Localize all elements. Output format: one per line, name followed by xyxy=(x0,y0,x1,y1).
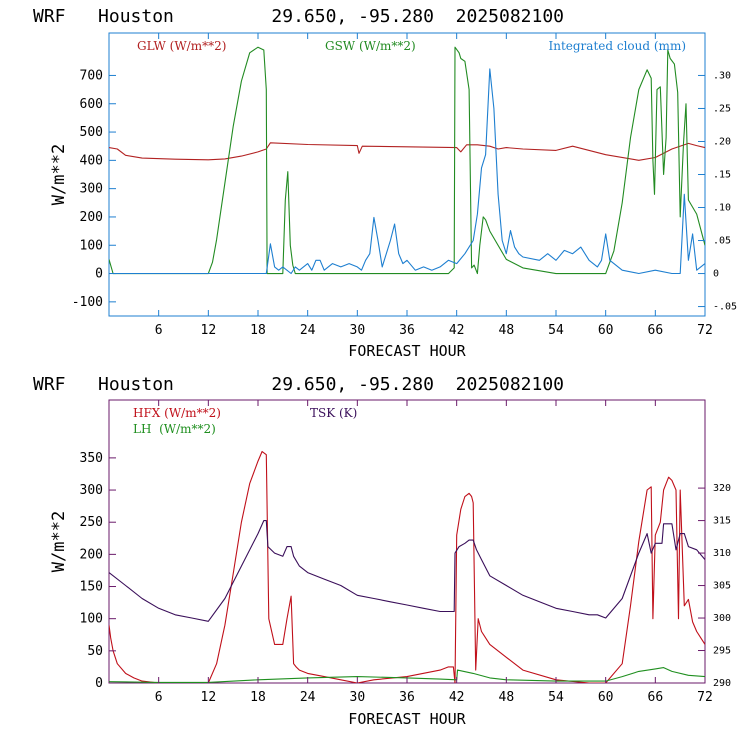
x-tick-label: 66 xyxy=(648,323,664,338)
x-tick-label: 6 xyxy=(155,690,163,705)
legend-entry-3: TSK (K) xyxy=(310,406,357,420)
x-tick-label: 30 xyxy=(350,323,366,338)
series-line-3 xyxy=(109,68,705,275)
x-tick-label: 36 xyxy=(399,323,415,338)
y2-tick-label: 295 xyxy=(713,646,731,657)
y-tick-label: 500 xyxy=(80,125,103,140)
x-tick-label: 12 xyxy=(201,690,217,705)
legend-entry-3: Integrated cloud (mm) xyxy=(548,39,686,53)
y2-tick-label: 315 xyxy=(713,516,731,527)
y2-tick-label: .15 xyxy=(713,170,731,181)
chart-title: WRF Houston 29.650, -95.280 2025082100 xyxy=(33,6,564,27)
y-tick-label: 700 xyxy=(80,68,103,83)
y2-tick-label: .25 xyxy=(713,103,731,114)
chart-panel-2: WRF Houston 29.650, -95.280 2025082100 6 1… xyxy=(33,374,731,728)
x-tick-label: 60 xyxy=(598,690,614,705)
x-tick-label: 54 xyxy=(548,690,564,705)
series-line-2 xyxy=(109,667,705,683)
x-tick-label: 12 xyxy=(201,323,217,338)
y2-tick-label: .30 xyxy=(713,70,731,81)
x-tick-label: 72 xyxy=(697,690,713,705)
x-tick-label: 60 xyxy=(598,323,614,338)
series-line-1 xyxy=(109,450,705,683)
chart-panel-1: WRF Houston 29.650, -95.280 2025082100 6 1… xyxy=(33,6,737,360)
series-group xyxy=(109,46,705,275)
series-line-1 xyxy=(109,142,705,161)
y-axis-label: W/m**2 xyxy=(49,144,69,205)
y2-tick-label: .05 xyxy=(713,236,731,247)
y-tick-label: 150 xyxy=(80,580,103,595)
y2-tick-label: .20 xyxy=(713,136,731,147)
x-tick-label: 18 xyxy=(250,690,266,705)
y2-tick-label: .10 xyxy=(713,203,731,214)
legend-entry-2: LH (W/m**2) xyxy=(133,422,216,436)
x-axis-label: FORECAST HOUR xyxy=(348,342,466,360)
series-line-2 xyxy=(109,46,705,275)
legend-entry-1: HFX (W/m**2) xyxy=(133,406,221,420)
y2-tick-label: 290 xyxy=(713,678,731,689)
y-tick-label: 300 xyxy=(80,483,103,498)
y2-tick-label: 0 xyxy=(713,269,719,280)
legend-entry-2: GSW (W/m**2) xyxy=(325,39,416,53)
y2-tick-label: 320 xyxy=(713,483,731,494)
x-tick-label: 48 xyxy=(499,690,515,705)
plot-area xyxy=(108,399,706,684)
legend-entry-1: GLW (W/m**2) xyxy=(137,39,226,53)
y2-tick-label: -.05 xyxy=(713,302,737,313)
x-tick-label: 48 xyxy=(499,323,515,338)
y-tick-label: 0 xyxy=(95,676,103,691)
series-line-3 xyxy=(109,520,705,622)
y-tick-label: -100 xyxy=(72,295,103,310)
x-axis-label: FORECAST HOUR xyxy=(348,710,466,728)
x-tick-label: 42 xyxy=(449,690,465,705)
y-tick-label: 600 xyxy=(80,97,103,112)
y-tick-label: 100 xyxy=(80,612,103,627)
y-axis-label: W/m**2 xyxy=(49,511,69,572)
y-tick-label: 100 xyxy=(80,238,103,253)
x-tick-label: 24 xyxy=(300,323,316,338)
x-tick-label: 42 xyxy=(449,323,465,338)
y2-tick-label: 305 xyxy=(713,581,731,592)
x-tick-label: 72 xyxy=(697,323,713,338)
y-tick-label: 50 xyxy=(87,644,103,659)
y-tick-label: 200 xyxy=(80,210,103,225)
y-tick-label: 400 xyxy=(80,153,103,168)
y-tick-label: 0 xyxy=(95,267,103,282)
x-tick-label: 30 xyxy=(350,690,366,705)
y2-tick-label: 310 xyxy=(713,548,731,559)
series-group xyxy=(109,450,705,683)
chart-title: WRF Houston 29.650, -95.280 2025082100 xyxy=(33,374,564,395)
y-tick-label: 250 xyxy=(80,515,103,530)
x-tick-label: 6 xyxy=(155,323,163,338)
y-tick-label: 350 xyxy=(80,451,103,466)
y-tick-label: 200 xyxy=(80,547,103,562)
y-tick-label: 300 xyxy=(80,182,103,197)
y2-tick-label: 300 xyxy=(713,613,731,624)
x-tick-label: 36 xyxy=(399,690,415,705)
x-tick-label: 24 xyxy=(300,690,316,705)
x-tick-label: 18 xyxy=(250,323,266,338)
x-tick-label: 54 xyxy=(548,323,564,338)
x-tick-label: 66 xyxy=(648,690,664,705)
